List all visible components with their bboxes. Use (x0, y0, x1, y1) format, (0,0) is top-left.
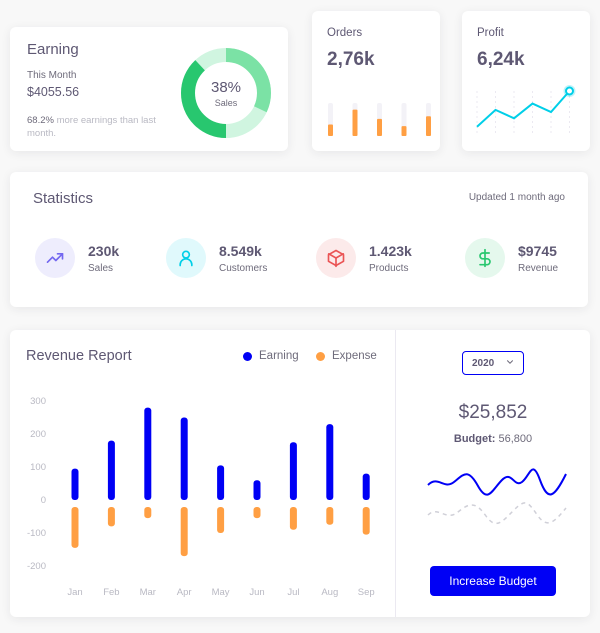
profit-point (565, 86, 574, 96)
year-select-value: 2020 (472, 357, 495, 369)
earning-bar (217, 465, 225, 500)
donut-label: Sales (214, 98, 238, 108)
expense-bar (144, 507, 152, 519)
legend-expense-label: Expense (332, 350, 377, 362)
expense-bar (362, 507, 370, 535)
earning-card: Earning This Month $4055.56 68.2% more e… (10, 27, 288, 151)
earning-bar (107, 440, 115, 500)
stat-customers-value: 8.549k (219, 243, 262, 259)
x-tick-label: May (212, 587, 230, 598)
box-icon (316, 238, 356, 278)
stat-sales-value: 230k (88, 243, 120, 259)
stat-revenue-value: $9745 (518, 243, 557, 259)
stat-products-value: 1.423k (369, 243, 412, 259)
earning-bar (253, 480, 261, 500)
orders-mini-chart (328, 103, 431, 136)
expense-bar (217, 507, 225, 533)
statistics-card: Statistics Updated 1 month ago 230k Sale… (10, 172, 588, 307)
earning-title: Earning (27, 41, 79, 58)
profit-line (476, 90, 571, 128)
x-tick-label: Mar (140, 587, 156, 598)
earning-bar (144, 407, 152, 500)
revenue-title: Revenue Report (26, 348, 132, 364)
orders-bar (426, 116, 431, 136)
y-tick-label: 0 (41, 495, 46, 506)
stat-products-label: Products (369, 263, 409, 274)
expense-bar (71, 507, 79, 548)
legend-earning-label: Earning (259, 350, 299, 362)
expense-bar (253, 507, 261, 519)
budget-text: Budget: 56,800 (396, 433, 590, 445)
budget-label: Budget: (453, 433, 496, 445)
budget-line-chart (427, 468, 567, 525)
stat-revenue-label: Revenue (518, 263, 559, 274)
donut-segment-mid (181, 48, 271, 138)
statistics-title: Statistics (33, 190, 94, 207)
earning-donut-chart: 38% Sales (180, 47, 272, 139)
profit-value: 6,24k (477, 49, 525, 70)
expense-bar (326, 507, 334, 525)
profit-title: Profit (477, 27, 504, 39)
budget-value: 56,800 (495, 433, 533, 445)
orders-title: Orders (327, 27, 363, 39)
revenue-total: $25,852 (458, 402, 528, 423)
year-select[interactable]: 2020 (462, 351, 524, 375)
earning-note: 68.2% more earnings than last month. (27, 114, 162, 140)
expense-bar (180, 507, 188, 557)
donut-percent: 38% (210, 79, 242, 96)
profit-mini-chart (476, 85, 576, 133)
orders-bar (328, 124, 333, 136)
x-tick-label: Jul (287, 587, 299, 598)
revenue-report-card: Revenue Report Earning Expense 300 200 100… (10, 330, 590, 617)
orders-bar (401, 126, 407, 136)
chevron-down-icon (505, 357, 515, 370)
y-tick-label: -200 (27, 561, 46, 572)
profit-card: Profit 6,24k (462, 11, 590, 151)
orders-card: Orders 2,76k (312, 11, 440, 151)
statistics-updated: Updated 1 month ago (468, 192, 565, 203)
y-tick-label: 100 (30, 462, 46, 473)
x-tick-label: Jan (67, 587, 82, 598)
dollar-icon (465, 238, 505, 278)
legend-earning: Earning (243, 350, 299, 362)
stat-customers-label: Customers (219, 263, 268, 274)
earning-period: This Month (27, 70, 77, 81)
legend-expense-dot (316, 351, 325, 361)
revenue-divider (395, 330, 396, 617)
y-tick-label: -100 (27, 528, 46, 539)
y-tick-label: 200 (30, 429, 46, 440)
expense-bar (289, 507, 297, 530)
legend-earning-dot (243, 351, 252, 361)
earning-bar (289, 442, 297, 500)
earning-bar (71, 468, 79, 500)
orders-value: 2,76k (327, 49, 375, 70)
earning-bar (362, 473, 370, 500)
orders-bar (352, 109, 358, 136)
legend-expense: Expense (316, 350, 377, 362)
increase-budget-button[interactable]: Increase Budget (430, 566, 556, 596)
stat-sales-label: Sales (88, 263, 114, 274)
donut-svg (181, 48, 271, 138)
orders-bar (377, 118, 382, 136)
x-tick-label: Aug (321, 587, 338, 598)
earning-note-pct: 68.2% (27, 115, 54, 126)
x-tick-label: Feb (103, 587, 119, 598)
y-tick-label: 300 (30, 396, 46, 407)
revenue-bar-chart: 300 200 100 0 -100 -200 Jan Feb Mar Apr May Jun Jul A… (27, 396, 375, 598)
x-tick-label: Jun (249, 587, 264, 598)
x-tick-label: Apr (177, 587, 192, 598)
earning-bar (180, 417, 188, 500)
expense-bar (107, 507, 115, 527)
budget-line-target (427, 502, 567, 525)
earning-note-text: more earnings than last month. (27, 115, 156, 139)
donut-segment-sales (181, 48, 271, 138)
user-icon (166, 238, 206, 278)
budget-line-actual (427, 468, 567, 496)
earning-amount: $4055.56 (27, 85, 80, 99)
x-tick-label: Sep (358, 587, 375, 598)
earning-bar (326, 424, 334, 500)
trending-up-icon (35, 238, 75, 278)
